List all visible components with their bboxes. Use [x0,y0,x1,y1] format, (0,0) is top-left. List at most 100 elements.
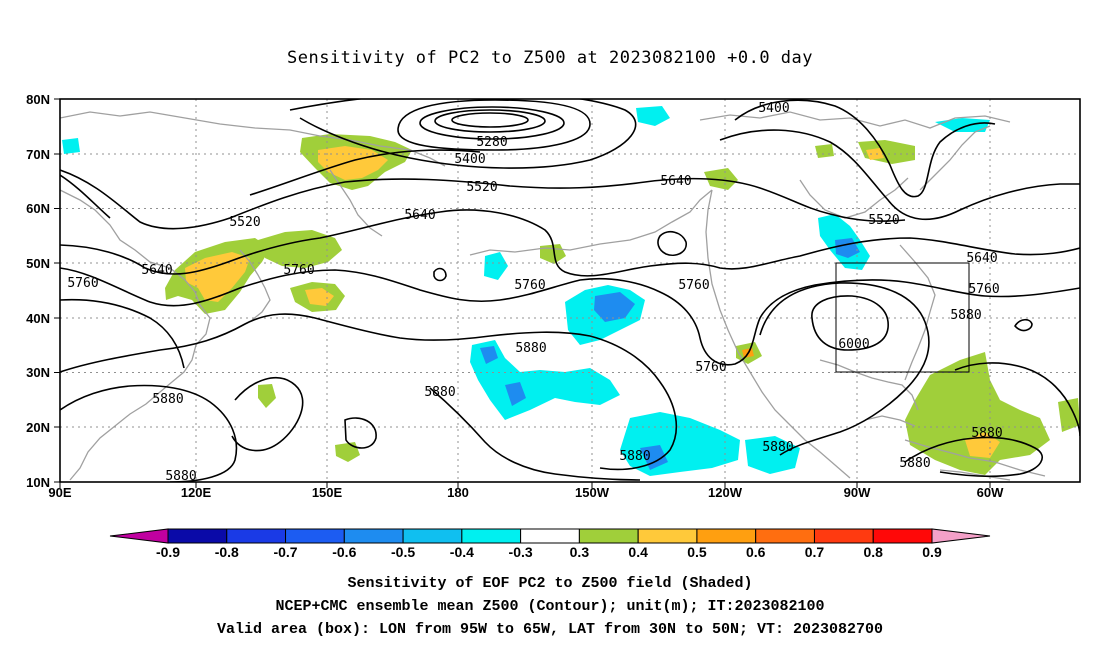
coast-caribbean [904,439,1046,477]
shade-green-east [1058,398,1080,432]
caption-valid-area: Valid area (box): LON from 95W to 65W, L… [216,621,884,638]
coast-hudson [799,177,909,219]
lon-label: 120W [708,485,743,500]
colorbar-cell [402,528,463,544]
contour-5640-ring [657,230,687,257]
coast-eastnamerica [899,244,936,381]
contour-label: 5280 [476,135,507,150]
colorbar-label: 0.8 [863,544,883,560]
coast-greenland [919,125,991,191]
contour-5880-dot [1014,318,1033,332]
colorbar-cell [520,528,580,544]
lon-label: 90W [844,485,871,500]
contour-5760-left [60,298,185,369]
caption-shaded: Sensitivity of EOF PC2 to Z500 field (Sh… [347,575,753,592]
lon-label: 180 [447,485,469,500]
shade-blue-pacific-south [480,346,526,406]
contour-low-inner-1 [451,112,529,128]
shade-cyan-pacific-south [470,340,620,420]
contour-5520-west [60,169,906,230]
coast-cuba [864,415,916,427]
contour-5640-small [433,267,447,282]
shade-yellow-baffin [866,148,884,160]
colorbar-labels: -0.9 -0.8 -0.7 -0.6 -0.5 -0.4 -0.3 0.3 0.4 0.5 0.6… [156,544,942,560]
contour-5880-atlantic [954,362,1080,437]
coast-eurasia [60,189,211,481]
lon-axis-labels: 90E 120E 150E 180 150W 120W 90W 60W [48,485,1004,500]
contour-5760-main [60,267,1080,366]
colorbar-cell [461,528,522,544]
contour-label: 5760 [283,263,314,278]
contour-5520-right [719,129,1080,221]
contour-label: 5640 [660,174,691,189]
contour-label: 5880 [950,308,981,323]
coast-northasia [60,111,446,167]
tick-marks [54,98,991,488]
shade-blue-tropical [640,445,668,470]
lon-label: 90E [48,485,71,500]
shade-cyan-westpac [62,138,80,154]
z500-contours [60,99,1080,482]
chart-title: Sensitivity of PC2 to Z500 at 2023082100… [286,48,813,68]
colorbar-label: -0.3 [509,544,533,560]
lon-label: 60W [977,485,1004,500]
colorbar-cell [578,528,639,544]
map-plot: 5400 5280 5400 5520 5640 5520 5520 5640 … [26,92,1081,560]
lat-label: 10N [26,475,50,490]
shade-cyan-mexico [745,436,800,474]
coastlines [60,111,1046,481]
coast-japan [239,249,271,321]
colorbar-cell [637,528,698,544]
colorbar-cells [167,528,933,544]
contour-label: 6000 [838,337,869,352]
colorbar-cell [813,528,874,544]
lat-label: 60N [26,201,50,216]
lon-label: 150W [575,485,610,500]
colorbar-label: 0.4 [628,544,648,560]
contour-5880-mid [231,376,304,452]
coast-gulf [819,359,919,411]
contour-label: 5760 [695,360,726,375]
colorbar-cell [285,528,345,544]
lon-label: 120E [181,485,212,500]
colorbar-cell [343,528,404,544]
colorbar-label: 0.9 [922,544,942,560]
colorbar-cell [226,528,287,544]
lat-label: 70N [26,147,50,162]
contour-5400-right [734,99,996,198]
contour-label: 5640 [966,251,997,266]
valid-area-box [835,262,970,373]
colorbar-cell [696,528,757,544]
lat-label: 50N [26,256,50,271]
lat-axis-labels: 80N 70N 60N 50N 40N 30N 20N 10N [26,92,50,490]
lon-label: 150E [312,485,343,500]
colorbar: -0.9 -0.8 -0.7 -0.6 -0.5 -0.4 -0.3 0.3 0.4 0.5 0.6… [109,528,991,560]
contour-5400 [289,99,637,169]
contour-label: 5400 [758,101,789,116]
caption-contour: NCEP+CMC ensemble mean Z500 (Contour); u… [275,598,825,615]
contour-label: 5400 [454,152,485,167]
colorbar-label: 0.6 [746,544,766,560]
colorbar-label: 0.7 [805,544,825,560]
contour-labels: 5400 5280 5400 5520 5640 5520 5520 5640 … [67,101,1002,484]
contour-low-inner-3 [419,106,565,140]
contour-label: 5880 [762,440,793,455]
shade-green-baffin [858,140,915,164]
contour-label: 5640 [141,263,172,278]
colorbar-label: -0.8 [215,544,239,560]
colorbar-cell [872,528,933,544]
contour-label: 5760 [968,282,999,297]
colorbar-label: -0.6 [332,544,356,560]
colorbar-cell [167,528,228,544]
lat-label: 20N [26,420,50,435]
shade-green-pacific-b [335,442,360,462]
contour-label: 5520 [466,180,497,195]
colorbar-label: -0.4 [450,544,474,560]
colorbar-label: 0.5 [687,544,707,560]
contour-5280 [397,99,591,151]
shade-green-japan [258,230,342,268]
contour-label: 5880 [619,449,650,464]
shade-cyan-aleutian [484,252,508,280]
contour-label: 5640 [404,208,435,223]
contour-label: 5760 [514,278,545,293]
